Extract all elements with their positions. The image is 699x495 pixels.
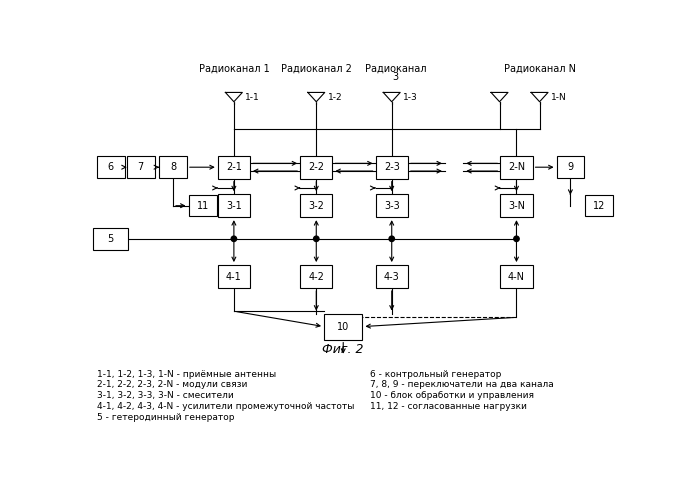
Bar xyxy=(585,195,613,216)
Text: 2-1: 2-1 xyxy=(226,162,242,172)
Bar xyxy=(500,155,533,179)
Text: 2-1, 2-2, 2-3, 2-N - модули связи: 2-1, 2-2, 2-3, 2-N - модули связи xyxy=(97,381,247,390)
Polygon shape xyxy=(308,93,325,102)
Text: 5 - гетеродинный генератор: 5 - гетеродинный генератор xyxy=(97,413,234,422)
Polygon shape xyxy=(383,93,401,102)
Circle shape xyxy=(231,236,236,242)
Text: 2-2: 2-2 xyxy=(308,162,324,172)
Text: 10: 10 xyxy=(337,322,350,332)
Text: 1-3: 1-3 xyxy=(403,93,418,101)
Bar xyxy=(375,155,408,179)
Bar xyxy=(217,155,250,179)
Bar xyxy=(556,156,584,178)
Text: 9: 9 xyxy=(568,162,573,172)
Bar xyxy=(324,313,363,340)
Circle shape xyxy=(514,236,519,242)
Text: Радиоканал: Радиоканал xyxy=(365,63,426,73)
Text: 3-1: 3-1 xyxy=(226,200,242,211)
Text: 7: 7 xyxy=(138,162,144,172)
Text: 3-N: 3-N xyxy=(508,200,525,211)
Text: 1-N: 1-N xyxy=(551,93,567,101)
Bar xyxy=(375,265,408,288)
Text: 4-3: 4-3 xyxy=(384,272,400,282)
Text: Радиоканал N: Радиоканал N xyxy=(503,63,575,73)
Bar xyxy=(127,156,154,178)
Bar xyxy=(300,194,333,217)
Text: 8: 8 xyxy=(170,162,176,172)
Bar xyxy=(500,194,533,217)
Text: 11, 12 - согласованные нагрузки: 11, 12 - согласованные нагрузки xyxy=(370,402,527,411)
Text: 10 - блок обработки и управления: 10 - блок обработки и управления xyxy=(370,391,534,400)
Bar xyxy=(300,155,333,179)
Bar xyxy=(217,265,250,288)
Text: 5: 5 xyxy=(108,234,114,244)
Text: 12: 12 xyxy=(593,200,605,211)
Text: 6: 6 xyxy=(108,162,114,172)
Text: 4-1, 4-2, 4-3, 4-N - усилители промежуточной частоты: 4-1, 4-2, 4-3, 4-N - усилители промежуто… xyxy=(97,402,354,411)
Text: 2-N: 2-N xyxy=(508,162,525,172)
Text: 2-3: 2-3 xyxy=(384,162,400,172)
Text: 4-2: 4-2 xyxy=(308,272,324,282)
Circle shape xyxy=(389,236,394,242)
Text: 3-1, 3-2, 3-3, 3-N - смесители: 3-1, 3-2, 3-3, 3-N - смесители xyxy=(97,391,233,400)
Text: 3: 3 xyxy=(393,72,398,83)
Text: 6 - контрольный генератор: 6 - контрольный генератор xyxy=(370,370,502,379)
Bar xyxy=(300,265,333,288)
Bar xyxy=(97,156,124,178)
Text: 4-1: 4-1 xyxy=(226,272,242,282)
Bar xyxy=(500,265,533,288)
Text: Радиоканал 1: Радиоканал 1 xyxy=(199,63,269,73)
Text: 7, 8, 9 - переключатели на два канала: 7, 8, 9 - переключатели на два канала xyxy=(370,381,554,390)
Text: 11: 11 xyxy=(197,200,209,211)
Bar xyxy=(217,194,250,217)
Bar xyxy=(189,195,217,216)
Polygon shape xyxy=(491,93,508,102)
Bar xyxy=(93,228,129,249)
Polygon shape xyxy=(225,93,243,102)
Text: Фиг. 2: Фиг. 2 xyxy=(322,343,364,356)
Polygon shape xyxy=(531,93,548,102)
Text: 4-N: 4-N xyxy=(508,272,525,282)
Text: 3-2: 3-2 xyxy=(308,200,324,211)
Bar xyxy=(375,194,408,217)
Text: 3-3: 3-3 xyxy=(384,200,400,211)
Text: 1-1, 1-2, 1-3, 1-N - приёмные антенны: 1-1, 1-2, 1-3, 1-N - приёмные антенны xyxy=(97,370,276,379)
Text: 1-1: 1-1 xyxy=(245,93,260,101)
Bar xyxy=(159,156,187,178)
Text: 1-2: 1-2 xyxy=(328,93,343,101)
Text: Радиоканал 2: Радиоканал 2 xyxy=(281,63,352,73)
Circle shape xyxy=(314,236,319,242)
